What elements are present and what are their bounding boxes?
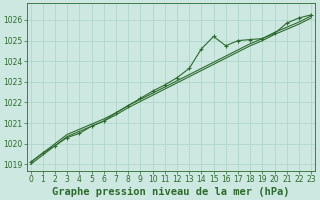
X-axis label: Graphe pression niveau de la mer (hPa): Graphe pression niveau de la mer (hPa) [52,186,290,197]
